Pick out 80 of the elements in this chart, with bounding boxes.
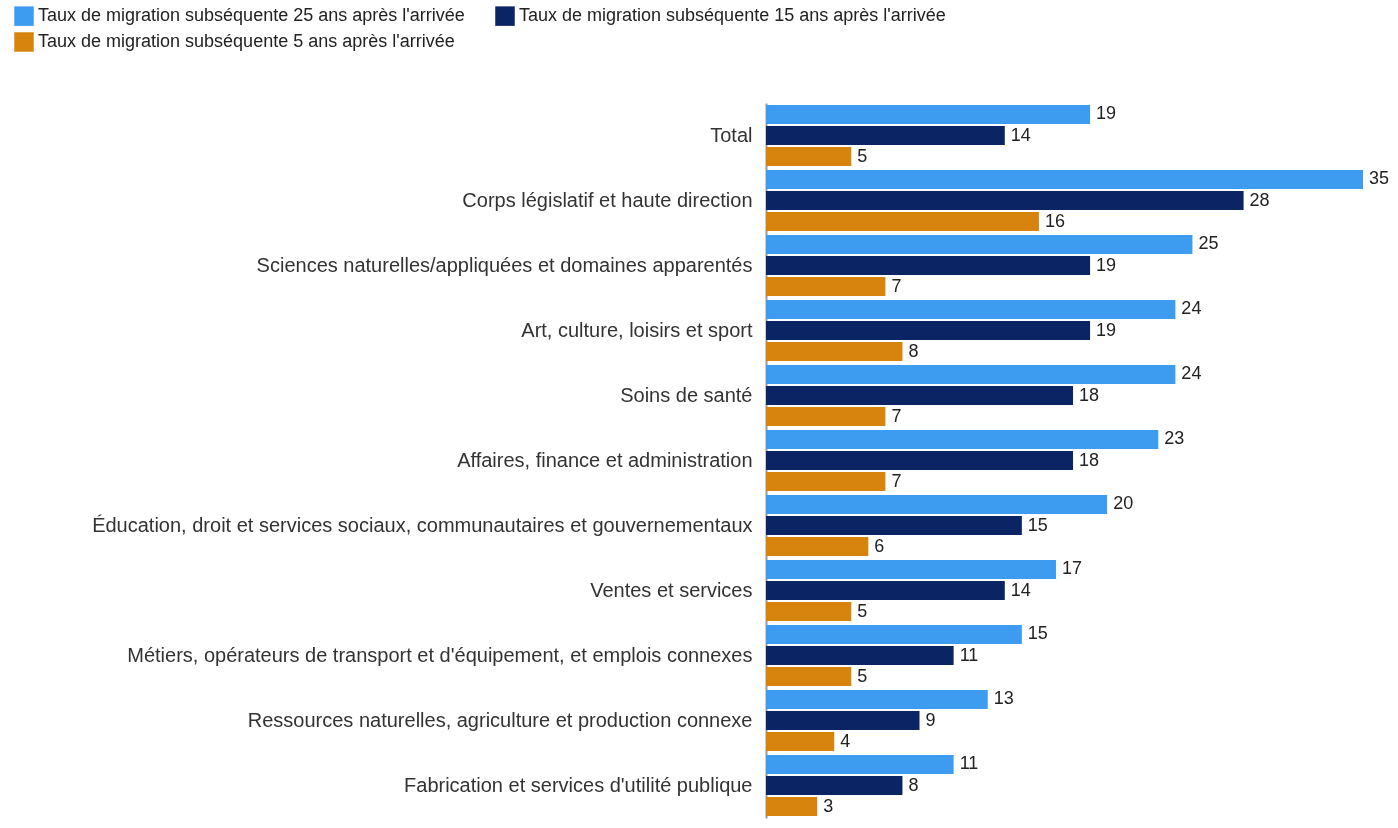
data-label: 28 [1249, 189, 1270, 210]
data-label: 9 [925, 709, 936, 730]
data-label: 20 [1113, 493, 1134, 514]
bar [766, 277, 886, 297]
bar [766, 732, 835, 752]
y-tick-label: Ventes et services [590, 578, 753, 601]
bar [766, 212, 1039, 232]
bar [766, 407, 886, 427]
bar [766, 104, 1091, 124]
y-tick-label: Corps législatif et haute direction [462, 188, 753, 211]
bar [766, 256, 1091, 275]
bar [766, 126, 1005, 145]
bar [766, 494, 1108, 514]
data-label: 7 [891, 275, 902, 296]
bar [766, 191, 1244, 210]
data-label: 8 [908, 340, 919, 361]
bar [766, 797, 818, 817]
y-tick-label: Art, culture, loisirs et sport [521, 318, 753, 341]
data-label: 23 [1164, 428, 1185, 449]
data-label: 5 [857, 145, 868, 166]
bar [766, 711, 920, 730]
bar [766, 754, 954, 774]
legend-label: Taux de migration subséquente 5 ans après l'arrivée [38, 31, 455, 51]
bar [766, 667, 852, 687]
y-tick-label: Soins de santé [620, 383, 753, 406]
bar [766, 537, 869, 557]
data-label: 5 [857, 600, 868, 621]
bar [766, 689, 988, 709]
bar [766, 429, 1159, 449]
data-label: 24 [1181, 363, 1202, 384]
bar [766, 516, 1022, 535]
data-label: 5 [857, 665, 868, 686]
bar [766, 342, 903, 362]
data-label: 19 [1096, 103, 1117, 124]
bar [766, 559, 1056, 579]
data-label: 11 [959, 753, 979, 774]
y-tick-label: Ressources naturelles, agriculture et production connexe [247, 708, 753, 731]
data-label: 14 [1010, 124, 1031, 145]
bar [766, 169, 1363, 189]
data-label: 6 [874, 535, 885, 556]
data-label: 25 [1198, 233, 1219, 254]
data-label: 17 [1061, 558, 1082, 579]
data-label: 8 [908, 774, 919, 795]
data-label: 18 [1079, 449, 1100, 470]
data-label: 11 [959, 644, 979, 665]
y-tick-label: Affaires, finance et administration [457, 448, 753, 471]
data-label: 4 [840, 730, 851, 751]
bar [766, 321, 1091, 340]
bar [766, 299, 1176, 319]
bar [766, 602, 852, 622]
bar [766, 147, 852, 167]
data-label: 7 [891, 470, 902, 491]
legend-label: Taux de migration subséquente 25 ans après l'arrivée [38, 5, 465, 26]
bar [766, 451, 1074, 470]
bar [766, 646, 954, 665]
data-label: 7 [891, 405, 902, 426]
data-label: 18 [1079, 384, 1100, 405]
bar [766, 624, 1022, 644]
data-label: 35 [1369, 168, 1390, 189]
bar [766, 776, 903, 795]
bar [766, 581, 1005, 600]
data-label: 16 [1044, 210, 1065, 231]
legend-label: Taux de migration subséquente 15 ans après l'arrivée [519, 5, 946, 26]
data-label: 19 [1096, 254, 1117, 275]
y-tick-label: Métiers, opérateurs de transport et d'équipement, et emplois connexes [127, 643, 753, 666]
y-tick-label: Fabrication et services d'utilité publique [404, 773, 753, 796]
data-label: 13 [993, 688, 1014, 709]
data-label: 15 [1027, 623, 1048, 644]
y-tick-label: Total [710, 123, 753, 146]
data-label: 19 [1096, 319, 1117, 340]
bar [766, 386, 1074, 405]
y-tick-label: Sciences naturelles/appliquées et domaines apparentés [256, 253, 753, 276]
bar [766, 364, 1176, 384]
bar [766, 234, 1193, 254]
data-label: 14 [1010, 579, 1031, 600]
y-tick-label: Éducation, droit et services sociaux, communautaires et gouvernementaux [92, 513, 753, 536]
bar [766, 472, 886, 492]
data-label: 24 [1181, 298, 1202, 319]
data-label: 15 [1027, 514, 1048, 535]
data-label: 3 [823, 795, 834, 816]
